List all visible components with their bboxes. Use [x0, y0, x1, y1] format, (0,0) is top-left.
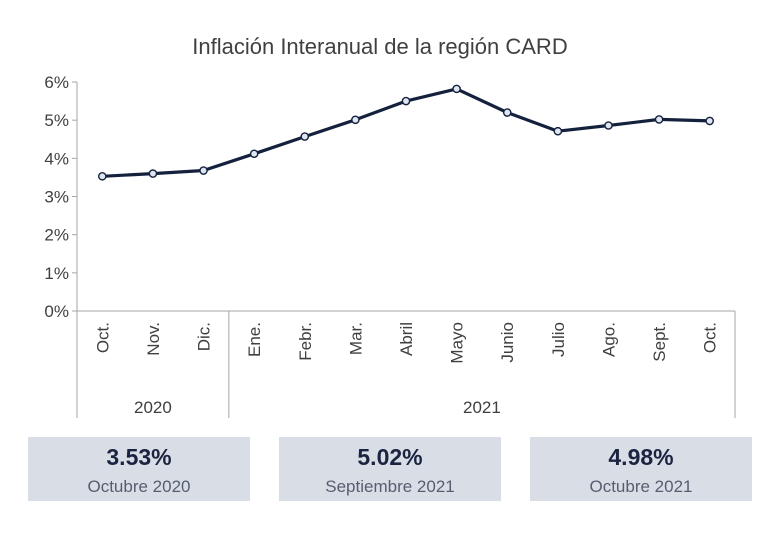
y-tick-label: 0% — [44, 302, 69, 321]
data-point — [401, 96, 411, 106]
y-tick-label: 6% — [44, 73, 69, 92]
x-tick-label: Oct. — [93, 322, 112, 353]
data-point — [199, 166, 208, 175]
y-tick-label: 1% — [44, 264, 69, 283]
card-label: Septiembre 2021 — [325, 477, 455, 496]
data-point — [148, 169, 158, 178]
card-label: Octubre 2021 — [589, 477, 693, 496]
card-value: 3.53% — [106, 444, 172, 470]
card-label: Octubre 2020 — [87, 477, 191, 496]
y-tick-label: 2% — [44, 226, 69, 245]
year-group-label: 2020 — [134, 398, 172, 417]
summary-card-oct-2020: 3.53% Octubre 2020 — [28, 437, 250, 501]
x-tick-label: Dic. — [195, 322, 214, 351]
data-point — [351, 115, 360, 125]
card-value: 5.02% — [357, 444, 423, 470]
data-point — [553, 126, 563, 136]
y-tick-label: 3% — [44, 188, 69, 207]
x-tick-label: Oct. — [701, 322, 720, 353]
data-point — [249, 149, 259, 159]
x-tick-label: Mar. — [346, 322, 365, 355]
data-point — [604, 121, 613, 130]
year-group-label: 2021 — [463, 398, 501, 417]
x-tick-label: Ago. — [599, 322, 618, 357]
y-tick-label: 4% — [44, 149, 69, 168]
x-tick-label: Julio — [549, 322, 568, 357]
inflation-line-chart: Inflación Interanual de la región CARD 0… — [44, 34, 736, 418]
summary-card-oct-2021: 4.98% Octubre 2021 — [530, 437, 752, 501]
x-tick-label: Nov. — [144, 322, 163, 356]
x-tick-label: Junio — [498, 322, 517, 363]
chart-title: Inflación Interanual de la región CARD — [192, 34, 567, 59]
x-tick-label: Abril — [397, 322, 416, 356]
summary-card-sep-2021: 5.02% Septiembre 2021 — [279, 437, 501, 501]
data-point — [452, 84, 461, 94]
data-point — [654, 115, 664, 124]
y-tick-label: 5% — [44, 111, 69, 130]
data-point — [502, 108, 512, 117]
x-tick-label: Ene. — [245, 322, 264, 357]
data-point — [98, 171, 107, 181]
x-axis: Oct. Nov. Dic. Ene. Febr. Mar. Abril Mayo Junio J… — [76, 310, 736, 418]
data-point — [705, 116, 714, 126]
card-value: 4.98% — [608, 444, 674, 470]
y-axis: 0% 1% 2% 3% 4% 5% 6% — [44, 73, 78, 321]
plot-area — [98, 84, 714, 181]
data-point — [300, 132, 310, 141]
x-tick-label: Sept. — [650, 322, 669, 362]
x-tick-label: Mayo — [448, 322, 467, 364]
x-tick-label: Febr. — [296, 322, 315, 361]
